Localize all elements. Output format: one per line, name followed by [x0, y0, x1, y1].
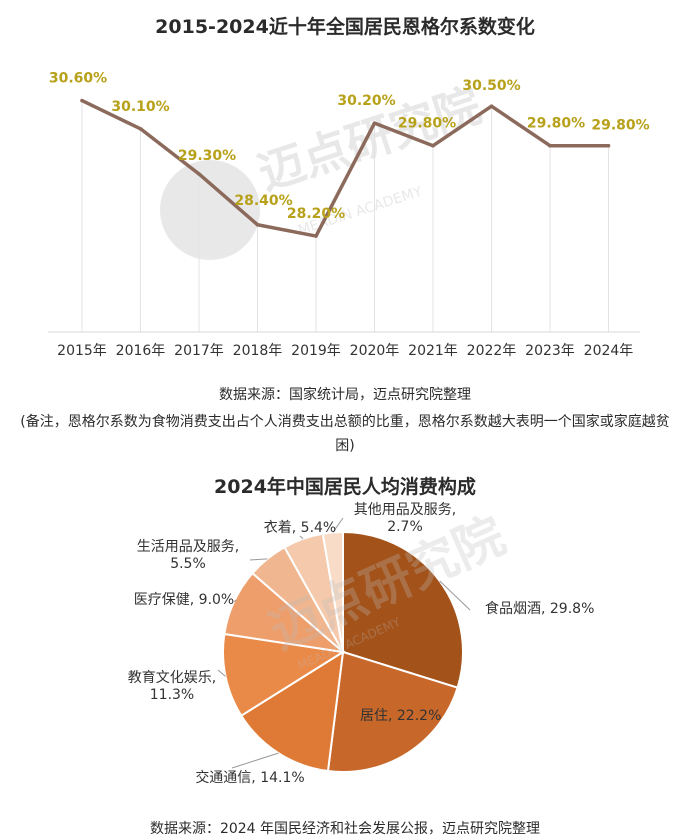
pie-label-7-line-1: 2.7%	[387, 519, 423, 535]
watermark-1: 迈点研究院 MEADIN ACADEMY	[160, 78, 487, 260]
data-label-7: 30.50%	[462, 78, 520, 94]
data-label-2: 29.30%	[178, 148, 236, 164]
pie-slice-1	[326, 650, 459, 773]
gridlines	[81, 100, 609, 332]
x-tick-labels: 2015年 2016年 2017年 2018年 2019年 2020年 2021年 2022年…	[57, 343, 633, 359]
data-point-8	[548, 143, 552, 148]
x-tick-7: 2022年	[467, 343, 517, 359]
data-point-4	[314, 234, 318, 238]
data-point-5	[372, 121, 377, 125]
pie-label-3-line-0: 教育文化娱乐,	[128, 670, 216, 686]
pie-label-3-line-1: 11.3%	[150, 687, 194, 703]
x-tick-2: 2017年	[174, 343, 224, 359]
data-labels: 30.60%30.10%29.30%28.40%28.20%30.20%29.8…	[49, 71, 650, 222]
line-chart-title: 2015-2024近十年全国居民恩格尔系数变化	[155, 16, 535, 38]
footer-watermark: 搜狐号@迈点	[572, 811, 656, 827]
pie-label-4-line-0: 医疗保健, 9.0%	[134, 592, 234, 608]
data-point-3	[255, 222, 260, 227]
x-tick-1: 2016年	[116, 343, 166, 359]
pie-label-5-line-0: 生活用品及服务,	[137, 539, 239, 555]
x-tick-0: 2015年	[57, 343, 107, 359]
pie-chart: 迈点研究院 MEADIN ACADEMY 食品烟酒, 29.8%居住, 22.2…	[128, 502, 595, 786]
x-tick-3: 2018年	[233, 343, 283, 359]
pie-slices	[222, 530, 464, 773]
pie-chart-title: 2024年中国居民人均消费构成	[214, 476, 476, 498]
data-label-0: 30.60%	[49, 71, 107, 87]
line-series	[80, 98, 611, 238]
line-chart: 迈点研究院 MEADIN ACADEMY 30.60%30.10% 29.30% 2…	[48, 71, 650, 359]
data-label-9: 29.80%	[591, 118, 649, 134]
watermark-logo-icon	[160, 160, 260, 260]
pie-slice-0	[342, 530, 464, 689]
x-tick-5: 2020年	[350, 343, 400, 359]
leader-line-0	[439, 580, 471, 611]
data-point-0	[80, 98, 84, 103]
pie-label-6-line-0: 衣着, 5.4%	[264, 520, 336, 536]
data-label-5: 30.20%	[337, 93, 395, 109]
pie-labels: 食品烟酒, 29.8% 居住, 22.2% 交通通信, 14.1% 教育文化娱乐,11…	[128, 502, 595, 786]
pie-slice-2	[239, 650, 345, 773]
x-tick-4: 2019年	[291, 343, 341, 359]
data-label-8: 29.80%	[527, 116, 585, 132]
pie-label-2-line-0: 交通通信, 14.1%	[195, 769, 304, 786]
data-point-6	[431, 143, 435, 148]
line-chart-note: (备注，恩格尔系数为食物消费支出占个人消费支出总额的比重，恩格尔系数越大表明一个…	[20, 414, 670, 454]
data-point-9	[606, 143, 611, 148]
pie-label-7-line-0: 其他用品及服务,	[354, 502, 456, 518]
x-tick-8: 2023年	[525, 343, 575, 359]
x-tick-6: 2021年	[408, 343, 458, 359]
leader-lines	[217, 517, 471, 769]
x-tick-9: 2024年	[584, 343, 634, 359]
pie-label-0-line-0: 食品烟酒, 29.8%	[485, 600, 594, 617]
data-label-3: 28.40%	[234, 193, 292, 209]
leader-line-6	[299, 535, 304, 540]
leader-line-5	[249, 558, 268, 561]
pie-chart-source: 数据来源：2024 年国民经济和社会发展公报，迈点研究院整理	[149, 821, 541, 837]
data-label-1: 30.10%	[111, 99, 169, 115]
data-label-6: 29.80%	[398, 116, 456, 132]
data-point-1	[138, 127, 143, 131]
leader-line-4	[233, 599, 237, 602]
pie-label-5-line-1: 5.5%	[170, 556, 206, 572]
leader-line-2	[231, 752, 279, 769]
leader-line-7	[332, 517, 344, 533]
data-point-7	[489, 104, 494, 109]
data-label-4: 28.20%	[287, 206, 345, 222]
data-point-2	[197, 172, 201, 176]
engel-line	[81, 99, 609, 238]
pie-slice-3	[222, 632, 346, 718]
line-chart-source: 数据来源：国家统计局，迈点研究院整理	[219, 387, 471, 403]
pie-label-1-line-0: 居住, 22.2%	[360, 708, 441, 724]
leader-line-3	[217, 669, 226, 677]
